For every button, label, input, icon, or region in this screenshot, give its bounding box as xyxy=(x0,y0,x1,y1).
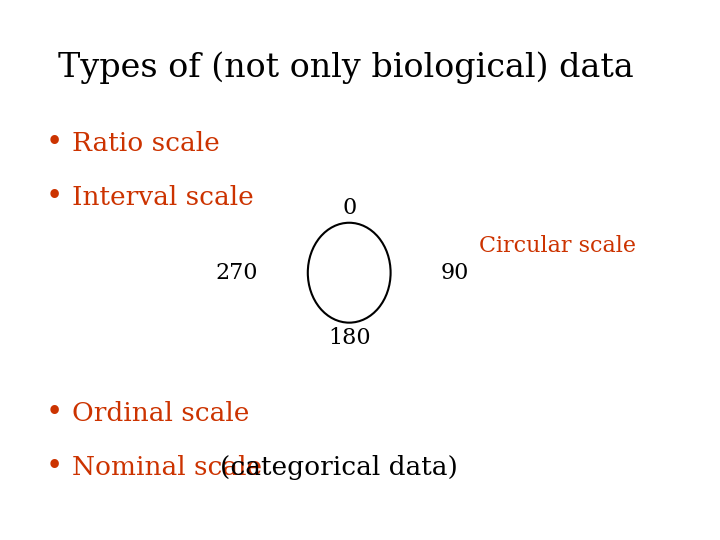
Text: 0: 0 xyxy=(342,197,356,219)
Text: 270: 270 xyxy=(215,262,258,284)
Text: (categorical data): (categorical data) xyxy=(220,455,457,480)
Text: •: • xyxy=(46,129,63,157)
Text: Types of (not only biological) data: Types of (not only biological) data xyxy=(58,51,634,84)
Text: Circular scale: Circular scale xyxy=(479,235,636,256)
Text: •: • xyxy=(46,399,63,427)
Text: 180: 180 xyxy=(328,327,371,349)
Text: Interval scale: Interval scale xyxy=(72,185,253,210)
Text: Nominal scale: Nominal scale xyxy=(72,455,262,480)
Text: •: • xyxy=(46,183,63,211)
Text: •: • xyxy=(46,453,63,481)
Text: 90: 90 xyxy=(441,262,469,284)
Text: Ordinal scale: Ordinal scale xyxy=(72,401,249,426)
Text: Ratio scale: Ratio scale xyxy=(72,131,220,156)
